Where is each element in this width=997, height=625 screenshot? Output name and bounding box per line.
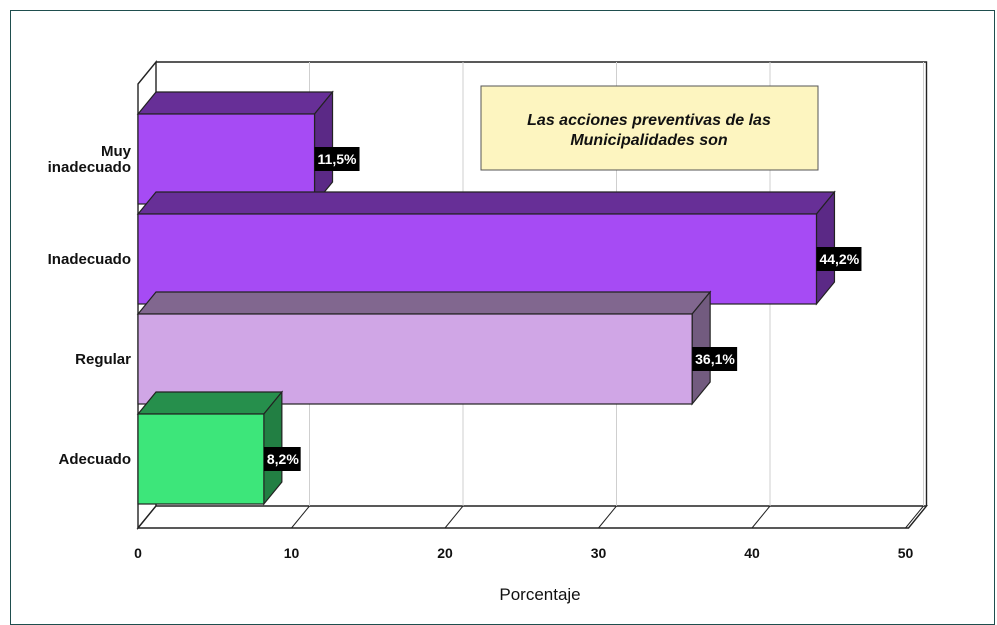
floor-depth-line: [905, 505, 924, 529]
floor-depth-line: [444, 505, 464, 529]
floor-depth-line: [598, 505, 617, 529]
data-label: 11,5%: [318, 151, 357, 167]
bar-top-face: [136, 91, 334, 115]
data-label: 44,2%: [819, 251, 859, 267]
back-wall-outline: [156, 61, 928, 506]
x-tick-label: 30: [591, 545, 607, 561]
floor-depth-line: [291, 505, 310, 529]
data-label-bg: [692, 347, 738, 371]
floor-depth-line: [751, 505, 771, 529]
category-label: Muy: [101, 143, 132, 160]
bar: [137, 113, 316, 205]
bar: [137, 413, 265, 505]
annotation-line-2: Municipalidades son: [570, 132, 728, 149]
chart-floor: [136, 505, 928, 529]
data-label-bg: [314, 147, 360, 171]
annotation-box: [480, 85, 819, 171]
category-label: inadecuado: [48, 159, 131, 176]
data-label: 8,2%: [267, 451, 299, 467]
category-label: Regular: [75, 351, 131, 368]
bar-top-face: [136, 191, 836, 215]
category-label: Inadecuado: [48, 251, 131, 268]
annotation-line-1: Las acciones preventivas de las: [527, 112, 771, 129]
chart-annotation-box: Las acciones preventivas de las Municipa…: [480, 85, 819, 171]
bar-top-face: [136, 391, 284, 415]
x-tick-label: 0: [134, 545, 142, 561]
x-tick-label: 50: [898, 545, 914, 561]
bar: [137, 213, 818, 305]
x-tick-label: 10: [284, 545, 300, 561]
x-axis-title: Porcentaje: [499, 585, 580, 604]
data-label-bg: [263, 447, 301, 471]
data-label: 36,1%: [695, 351, 735, 367]
data-label-bg: [816, 247, 862, 271]
category-label: Adecuado: [58, 451, 131, 468]
x-tick-label: 40: [744, 545, 760, 561]
x-tick-label: 20: [437, 545, 453, 561]
bar-top-face: [136, 291, 712, 315]
bars-layer: [136, 90, 836, 506]
bar: [137, 313, 693, 405]
